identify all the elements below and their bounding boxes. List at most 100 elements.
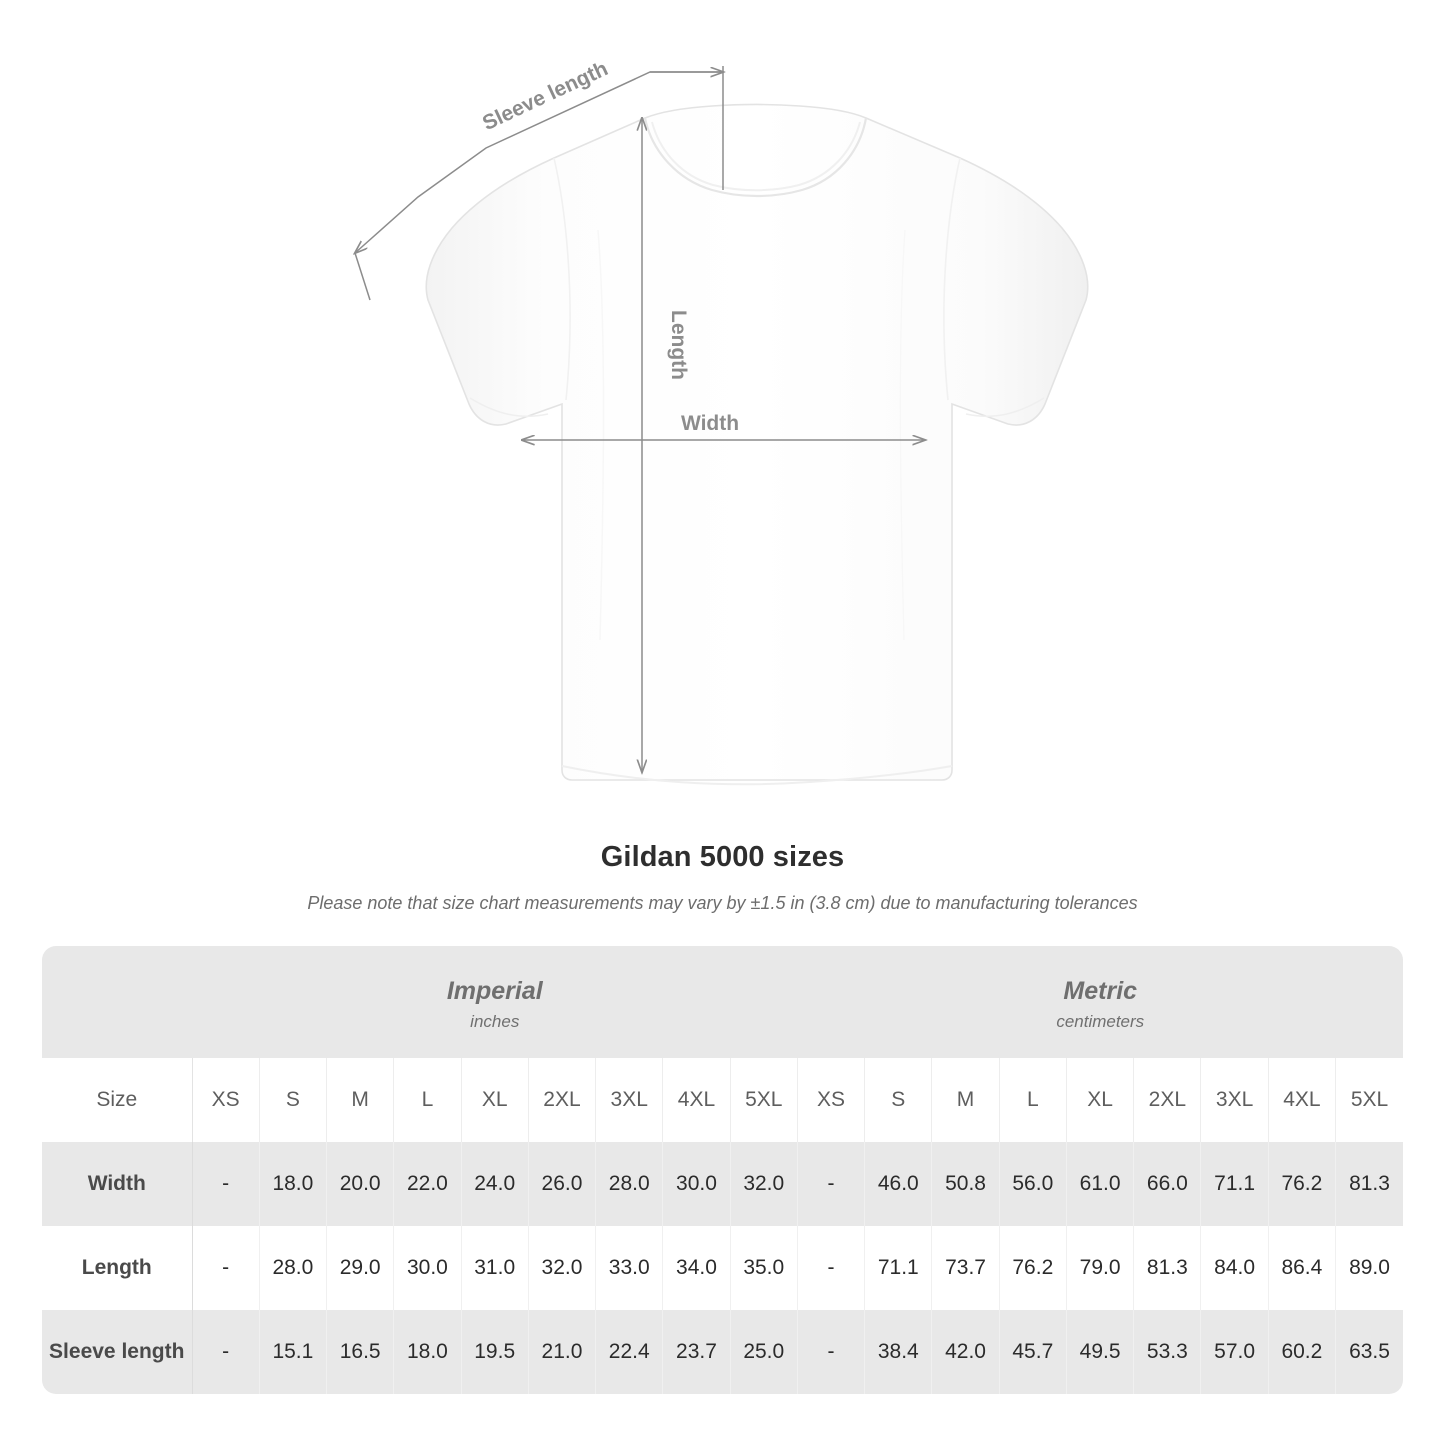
unit-system-band: Imperial inches Metric centimeters	[42, 946, 1403, 1058]
measurement-value-cell: 46.0	[864, 1142, 933, 1226]
measurement-value-cell: 45.7	[999, 1310, 1067, 1394]
measurement-value-cell: 71.1	[1200, 1142, 1269, 1226]
length-label: Length	[667, 310, 690, 380]
measurement-value-cell: 26.0	[528, 1142, 597, 1226]
size-header-cell: 2XL	[528, 1058, 597, 1142]
size-header-cell: XL	[461, 1058, 529, 1142]
measurement-value-cell: 50.8	[931, 1142, 1000, 1226]
measurement-value-cell: 32.0	[528, 1226, 597, 1310]
size-header-cell: 4XL	[662, 1058, 731, 1142]
measurement-value-cell: 19.5	[461, 1310, 529, 1394]
measurement-value-cell: 86.4	[1268, 1226, 1337, 1310]
measurement-row-label: Length	[42, 1226, 193, 1310]
size-header-label: Size	[42, 1058, 193, 1142]
measurement-value-cell: 61.0	[1066, 1142, 1135, 1226]
measurement-value-cell: 16.5	[326, 1310, 395, 1394]
measurement-value-cell: -	[192, 1226, 260, 1310]
measurement-value-cell: 20.0	[326, 1142, 395, 1226]
sleeve-length-label: Sleeve length	[479, 57, 611, 135]
measurement-value-cell: 56.0	[999, 1142, 1067, 1226]
size-header-row: Size XS S M L XL 2XL 3XL 4XL 5XL XS S M L XL 2XL 3XL 4XL…	[42, 1058, 1403, 1142]
measurement-value-cell: 30.0	[393, 1226, 462, 1310]
size-header-cell: XS	[192, 1058, 260, 1142]
measurement-value-cell: 73.7	[931, 1226, 1000, 1310]
table-row: Length -28.0 29.0 30.0 31.0 32.0 33.0 34.0 35.0-…	[42, 1226, 1403, 1310]
measurement-value-cell: 34.0	[662, 1226, 731, 1310]
measurement-value-cell: 23.7	[662, 1310, 731, 1394]
measurement-value-cell: 18.0	[393, 1310, 462, 1394]
measurement-value-cell: 79.0	[1066, 1226, 1135, 1310]
measurement-value-cell: -	[192, 1310, 260, 1394]
measurement-value-cell: 89.0	[1335, 1226, 1403, 1310]
measurement-value-cell: -	[192, 1142, 260, 1226]
measurement-value-cell: 57.0	[1200, 1310, 1269, 1394]
measurement-value-cell: 31.0	[461, 1226, 529, 1310]
measurement-value-cell: 66.0	[1133, 1142, 1202, 1226]
measurement-value-cell: 30.0	[662, 1142, 731, 1226]
measurement-value-cell: 22.0	[393, 1142, 462, 1226]
size-header-cell: 3XL	[1200, 1058, 1269, 1142]
measurement-value-cell: 71.1	[864, 1226, 933, 1310]
unit-group-metric-name: Metric	[1063, 977, 1138, 1005]
measurement-value-cell: 76.2	[999, 1226, 1067, 1310]
size-table-head: Size XS S M L XL 2XL 3XL 4XL 5XL XS S M L XL 2XL 3XL 4XL…	[42, 1058, 1403, 1142]
measurement-value-cell: 76.2	[1268, 1142, 1337, 1226]
measurement-value-cell: 25.0	[730, 1310, 798, 1394]
measurement-value-cell: 81.3	[1335, 1142, 1403, 1226]
measurement-value-cell: 81.3	[1133, 1226, 1202, 1310]
measurement-value-cell: 38.4	[864, 1310, 933, 1394]
measurement-value-cell: 24.0	[461, 1142, 529, 1226]
unit-group-imperial-unit: inches	[470, 1012, 520, 1031]
measurement-value-cell: -	[797, 1226, 866, 1310]
measurement-value-cell: 63.5	[1335, 1310, 1403, 1394]
measurement-value-cell: 84.0	[1200, 1226, 1269, 1310]
size-chart-table: Size XS S M L XL 2XL 3XL 4XL 5XL XS S M L XL 2XL 3XL 4XL…	[42, 1058, 1403, 1394]
measurement-value-cell: 60.2	[1268, 1310, 1337, 1394]
size-header-cell: XS	[797, 1058, 866, 1142]
measurement-value-cell: 18.0	[259, 1142, 328, 1226]
size-header-cell: S	[864, 1058, 933, 1142]
width-label: Width	[681, 412, 739, 435]
measurement-value-cell: 53.3	[1133, 1310, 1202, 1394]
size-header-cell: S	[259, 1058, 328, 1142]
sleeve-length-dimension	[355, 66, 723, 301]
tolerance-note: Please note that size chart measurements…	[307, 893, 1138, 913]
measurement-value-cell: 21.0	[528, 1310, 597, 1394]
unit-group-metric-unit: centimeters	[1056, 1012, 1145, 1031]
size-header-cell: 4XL	[1268, 1058, 1337, 1142]
measurement-value-cell: 42.0	[931, 1310, 1000, 1394]
size-header-cell: M	[931, 1058, 1000, 1142]
measurement-value-cell: 49.5	[1066, 1310, 1135, 1394]
page-title: Gildan 5000 sizes	[600, 841, 845, 873]
measurement-value-cell: -	[797, 1142, 866, 1226]
size-header-cell: L	[393, 1058, 462, 1142]
measurement-row-label: Sleeve length	[42, 1310, 193, 1394]
measurement-value-cell: 22.4	[595, 1310, 664, 1394]
size-header-cell: XL	[1066, 1058, 1135, 1142]
measurement-value-cell: 29.0	[326, 1226, 395, 1310]
measurement-value-cell: -	[797, 1310, 866, 1394]
size-chart-table-wrapper: Imperial inches Metric centimeters Size …	[42, 946, 1403, 1394]
tshirt-measurement-diagram: Sleeve length Length Width	[0, 57, 1089, 786]
measurement-value-cell: 28.0	[259, 1226, 328, 1310]
size-header-cell: L	[999, 1058, 1067, 1142]
size-header-cell: M	[326, 1058, 395, 1142]
measurement-value-cell: 33.0	[595, 1226, 664, 1310]
unit-group-imperial-name: Imperial	[446, 977, 543, 1005]
size-header-cell: 5XL	[730, 1058, 798, 1142]
size-header-cell: 5XL	[1335, 1058, 1403, 1142]
table-row: Sleeve length -15.1 16.5 18.0 19.5 21.0 22.4 23…	[42, 1310, 1403, 1394]
table-row: Width -18.0 20.0 22.0 24.0 26.0 28.0 30.0 32.0-4…	[42, 1142, 1403, 1226]
unit-band-spacer	[42, 946, 192, 1058]
chart-heading: Gildan 5000 sizes Please note that size …	[0, 840, 1445, 914]
size-table-body: Width -18.0 20.0 22.0 24.0 26.0 28.0 30.0 32.0-4…	[42, 1142, 1403, 1394]
measurement-value-cell: 35.0	[730, 1226, 798, 1310]
measurement-value-cell: 15.1	[259, 1310, 328, 1394]
measurement-value-cell: 32.0	[730, 1142, 798, 1226]
tshirt-silhouette	[425, 103, 1089, 786]
unit-group-metric: Metric centimeters	[798, 946, 1404, 1058]
measurement-row-label: Width	[42, 1142, 193, 1226]
unit-group-imperial: Imperial inches	[192, 946, 798, 1058]
measurement-value-cell: 28.0	[595, 1142, 664, 1226]
